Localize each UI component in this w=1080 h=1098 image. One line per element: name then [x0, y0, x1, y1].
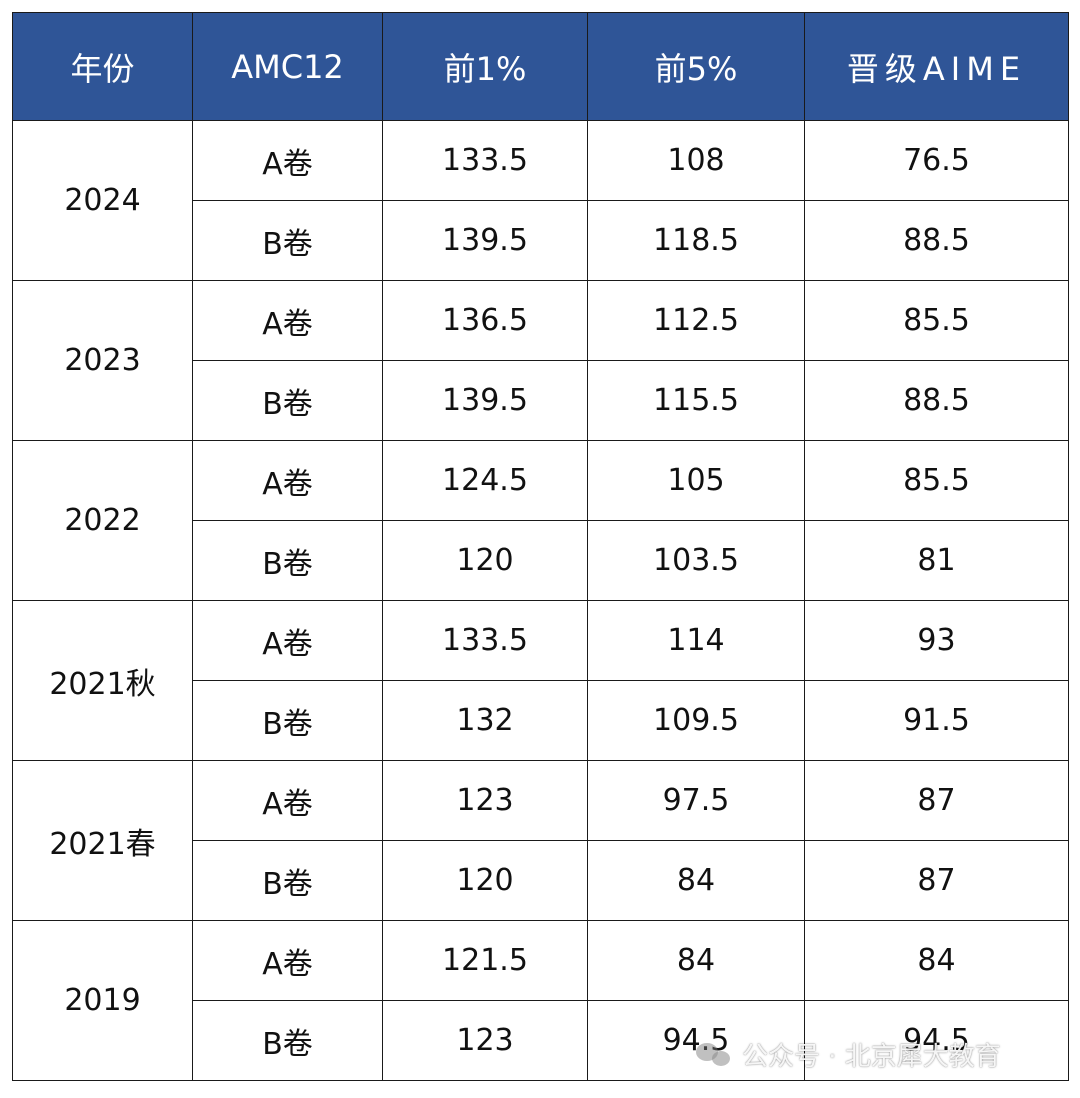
table-row: B卷 120 103.5 81: [13, 520, 1069, 601]
paper-cell: B卷: [192, 1000, 383, 1081]
top1-cell: 133.5: [382, 600, 588, 681]
paper-cell: B卷: [192, 200, 383, 281]
aime-cell: 88.5: [804, 360, 1069, 441]
table-row: B卷 123 94.5 94.5: [13, 1000, 1069, 1081]
aime-cell: 81: [804, 520, 1069, 601]
header-amc12: AMC12: [192, 12, 383, 121]
aime-cell: 84: [804, 920, 1069, 1001]
top1-cell: 139.5: [382, 200, 588, 281]
paper-cell: B卷: [192, 840, 383, 921]
table-row: 2024 A卷 133.5 108 76.5: [12, 120, 1069, 281]
top5-cell: 114: [587, 600, 805, 681]
header-row: 年份 AMC12 前1% 前5% 晋级AIME: [12, 12, 1069, 121]
year-cell: 2024: [12, 120, 193, 281]
paper-cell: A卷: [192, 280, 383, 361]
paper-cell: A卷: [192, 120, 383, 201]
top5-cell: 84: [587, 920, 805, 1001]
top1-cell: 123: [382, 760, 588, 841]
paper-cell: A卷: [192, 920, 383, 1001]
paper-cell: A卷: [192, 760, 383, 841]
top5-cell: 112.5: [587, 280, 805, 361]
table-body: 2024 A卷 133.5 108 76.5 B卷 139.5 118.5 88…: [12, 120, 1069, 1081]
top1-cell: 132: [382, 680, 588, 761]
top5-cell: 115.5: [587, 360, 805, 441]
header-aime: 晋级AIME: [804, 12, 1069, 121]
aime-cell: 85.5: [804, 440, 1069, 521]
top5-cell: 108: [587, 120, 805, 201]
top1-cell: 121.5: [382, 920, 588, 1001]
top5-cell: 105: [587, 440, 805, 521]
aime-cell: 88.5: [804, 200, 1069, 281]
year-cell: 2021秋: [12, 600, 193, 761]
year-cell: 2019: [12, 920, 193, 1081]
table-row: B卷 139.5 118.5 88.5: [13, 200, 1069, 281]
year-cell: 2022: [12, 440, 193, 601]
top5-cell: 94.5: [587, 1000, 805, 1081]
aime-cell: 94.5: [804, 1000, 1069, 1081]
header-top5: 前5%: [587, 12, 805, 121]
aime-cell: 76.5: [804, 120, 1069, 201]
top5-cell: 109.5: [587, 680, 805, 761]
score-table: 年份 AMC12 前1% 前5% 晋级AIME 2024 A卷 133.5 10…: [12, 12, 1069, 1081]
top1-cell: 139.5: [382, 360, 588, 441]
year-cell: 2021春: [12, 760, 193, 921]
table-row: B卷 139.5 115.5 88.5: [13, 360, 1069, 441]
table-header: 年份 AMC12 前1% 前5% 晋级AIME: [12, 12, 1069, 121]
paper-cell: B卷: [192, 520, 383, 601]
table-row: 2021春 A卷 123 97.5 87: [12, 760, 1069, 921]
top1-cell: 123: [382, 1000, 588, 1081]
top5-cell: 84: [587, 840, 805, 921]
year-cell: 2023: [12, 280, 193, 441]
paper-cell: B卷: [192, 360, 383, 441]
paper-cell: B卷: [192, 680, 383, 761]
top5-cell: 97.5: [587, 760, 805, 841]
aime-cell: 91.5: [804, 680, 1069, 761]
table-row: B卷 120 84 87: [13, 840, 1069, 921]
table-row: 2019 A卷 121.5 84 84: [12, 920, 1069, 1081]
aime-cell: 87: [804, 760, 1069, 841]
top1-cell: 120: [382, 520, 588, 601]
paper-cell: A卷: [192, 440, 383, 521]
table-row: 2021秋 A卷 133.5 114 93: [12, 600, 1069, 761]
top5-cell: 118.5: [587, 200, 805, 281]
header-top1: 前1%: [382, 12, 588, 121]
table-row: 2023 A卷 136.5 112.5 85.5: [12, 280, 1069, 441]
top1-cell: 133.5: [382, 120, 588, 201]
aime-cell: 87: [804, 840, 1069, 921]
top1-cell: 124.5: [382, 440, 588, 521]
aime-cell: 85.5: [804, 280, 1069, 361]
table-row: 2022 A卷 124.5 105 85.5: [12, 440, 1069, 601]
top1-cell: 136.5: [382, 280, 588, 361]
top1-cell: 120: [382, 840, 588, 921]
aime-cell: 93: [804, 600, 1069, 681]
paper-cell: A卷: [192, 600, 383, 681]
header-year: 年份: [12, 12, 193, 121]
top5-cell: 103.5: [587, 520, 805, 601]
